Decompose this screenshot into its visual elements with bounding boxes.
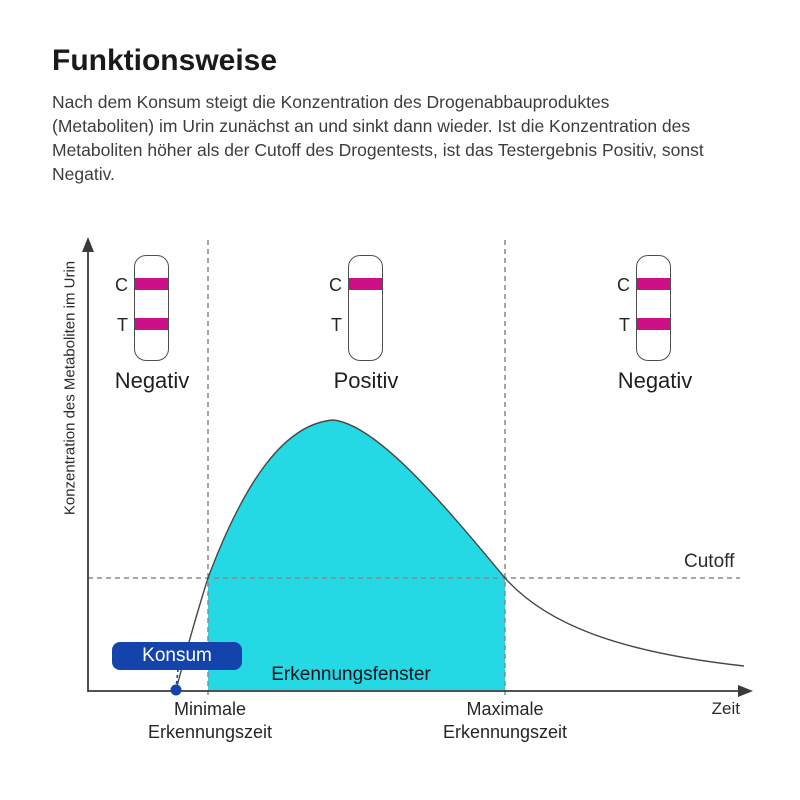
test-strip-positive: C T (329, 255, 383, 361)
page-title: Funktionsweise (52, 44, 278, 77)
min-detection-label-line2: Erkennungszeit (147, 722, 273, 742)
max-detection-label-line2: Erkennungszeit (442, 722, 568, 742)
concentration-curve (175, 419, 745, 691)
description-line: Nach dem Konsum steigt die Konzentration… (52, 92, 610, 112)
strip-result-label: Negativ (114, 368, 190, 393)
strip-t-band (637, 318, 670, 330)
strip-c-band (349, 278, 382, 290)
detection-window-label: Erkennungsfenster (271, 664, 431, 685)
y-axis-arrow-icon (82, 237, 94, 252)
max-detection-label-line1: Maximale (466, 699, 544, 719)
strip-t-label: T (331, 315, 342, 335)
detection-window-fill (208, 420, 505, 690)
min-detection-label-line1: Minimale (173, 699, 247, 719)
test-strip-negative-before: C T (115, 255, 169, 361)
konsum-badge: Konsum (112, 642, 242, 670)
strip-t-band (135, 318, 168, 330)
strip-c-label: C (329, 275, 342, 295)
description-line: Metaboliten höher als der Cutoff des Dro… (52, 140, 704, 160)
strip-c-band (135, 278, 168, 290)
test-strip-negative-after: C T (617, 255, 671, 361)
strip-c-label: C (617, 275, 630, 295)
max-detection-label: Maximale Erkennungszeit (443, 698, 567, 744)
x-axis-arrow-icon (738, 685, 753, 697)
strip-t-label: T (619, 315, 630, 335)
strip-c-label: C (115, 275, 128, 295)
x-axis-label: Zeit (711, 699, 740, 718)
strip-t-label: T (117, 315, 128, 335)
strip-result-label: Positiv (333, 368, 399, 393)
strip-c-band (637, 278, 670, 290)
consumption-dot (170, 684, 182, 696)
y-axis-label: Konzentration des Metaboliten im Urin (61, 260, 79, 516)
min-detection-label: Minimale Erkennungszeit (148, 698, 272, 744)
description-line: Negativ. (52, 164, 115, 184)
description: Nach dem Konsum steigt die Konzentration… (52, 90, 704, 186)
description-line: (Metaboliten) im Urin zunächst an und si… (52, 116, 691, 136)
strip-result-label: Negativ (617, 368, 693, 393)
cutoff-label: Cutoff (684, 551, 735, 572)
